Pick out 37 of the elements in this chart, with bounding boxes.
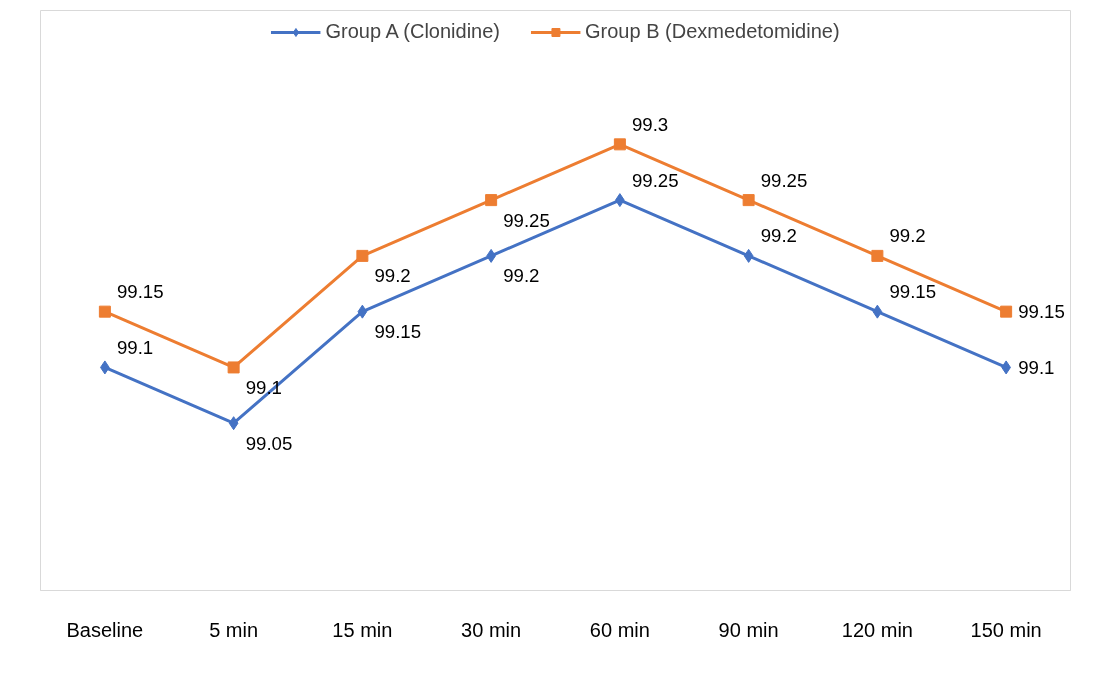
point <box>227 361 240 374</box>
x-tick-label: Baseline <box>66 618 144 641</box>
data-label: 99.15 <box>889 281 937 303</box>
legend-label: Group B (Dexmedetomidine) <box>584 20 840 43</box>
point <box>872 304 883 319</box>
x-tick-label: 60 min <box>589 618 650 641</box>
point <box>1000 305 1013 318</box>
legend-label: Group A (Clonidine) <box>325 20 500 43</box>
data-label: 99.2 <box>889 225 926 247</box>
data-label: 99.25 <box>760 169 808 191</box>
point <box>871 249 884 262</box>
point <box>356 249 369 262</box>
data-label: 99.1 <box>1018 356 1055 378</box>
data-label: 99.2 <box>503 265 540 287</box>
x-tick-label: 90 min <box>718 618 779 641</box>
point <box>98 305 111 318</box>
x-tick-label: 15 min <box>332 618 393 641</box>
point <box>485 194 498 207</box>
point <box>613 138 626 151</box>
data-label: 99.2 <box>374 265 411 287</box>
x-tick-label: 120 min <box>841 618 913 641</box>
data-label: 99.2 <box>760 225 797 247</box>
data-label: 99.15 <box>374 321 422 343</box>
data-label: 99.1 <box>116 336 154 358</box>
data-label: 99.3 <box>631 113 669 135</box>
data-label: 99.25 <box>631 169 679 191</box>
x-tick-label: 150 min <box>970 618 1042 641</box>
data-label: 99.15 <box>1018 301 1065 323</box>
data-label: 99.05 <box>245 432 293 454</box>
point <box>357 304 368 319</box>
x-tick-label: 30 min <box>461 618 522 641</box>
x-tick-label: 5 min <box>209 618 259 641</box>
data-label: 99.15 <box>116 281 164 303</box>
point <box>228 416 239 431</box>
point <box>742 194 755 207</box>
data-label: 99.25 <box>503 209 550 231</box>
point <box>743 248 754 263</box>
